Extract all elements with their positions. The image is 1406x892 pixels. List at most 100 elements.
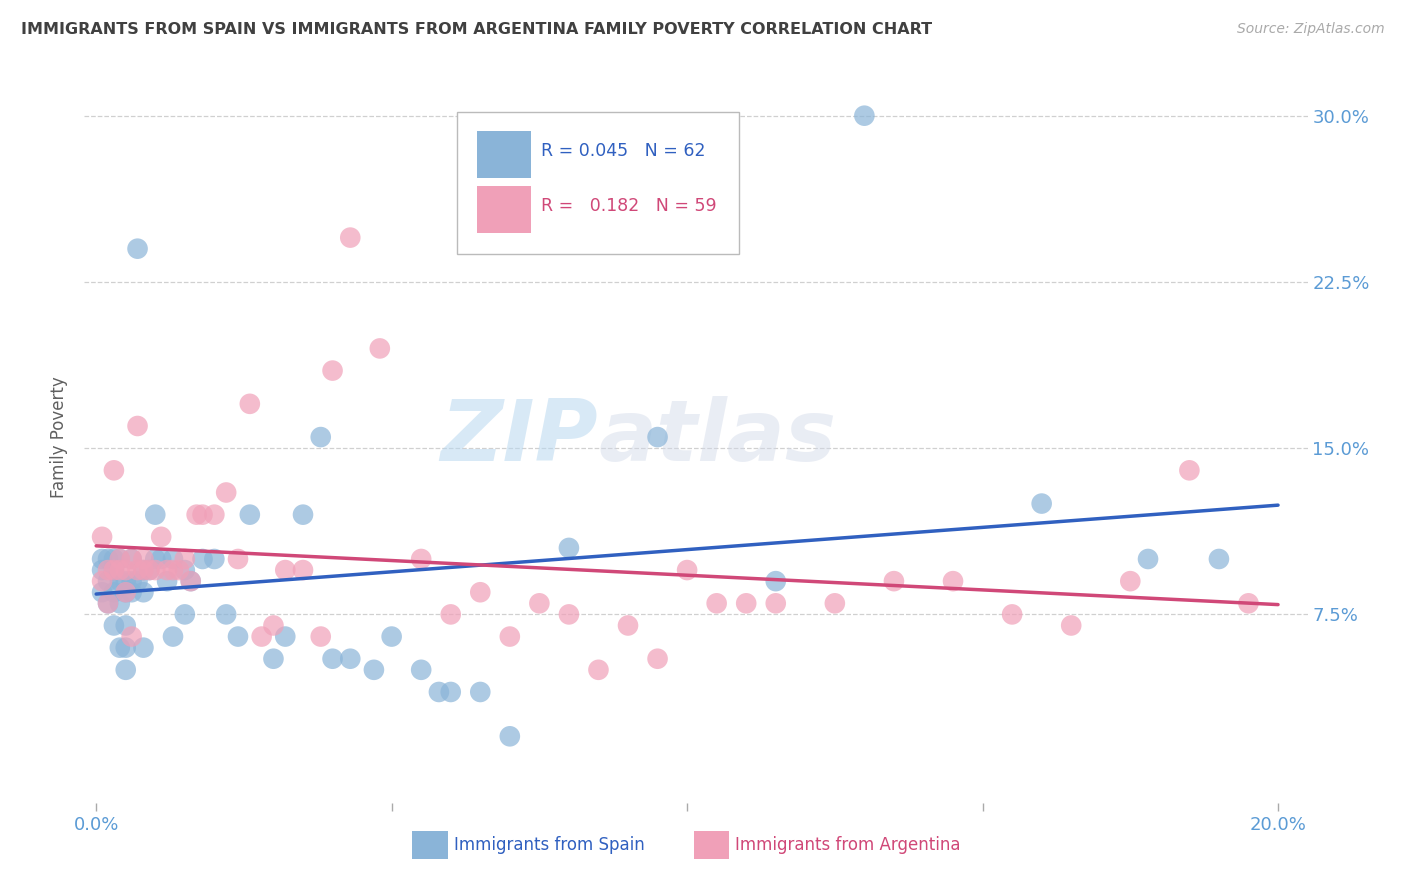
- Point: [309, 430, 332, 444]
- Point: [292, 563, 315, 577]
- Point: [706, 596, 728, 610]
- Point: [262, 651, 284, 665]
- Point: [121, 630, 143, 644]
- Point: [617, 618, 640, 632]
- Point: [440, 607, 463, 622]
- Point: [529, 596, 551, 610]
- Point: [186, 508, 208, 522]
- Point: [322, 651, 344, 665]
- Point: [427, 685, 450, 699]
- Point: [97, 596, 120, 610]
- Point: [103, 585, 125, 599]
- Point: [127, 563, 149, 577]
- Text: ZIP: ZIP: [440, 395, 598, 479]
- Point: [558, 541, 581, 555]
- Point: [97, 574, 120, 589]
- Point: [647, 430, 669, 444]
- Point: [121, 552, 143, 566]
- Point: [202, 552, 225, 566]
- Point: [499, 630, 522, 644]
- Point: [173, 607, 195, 622]
- Point: [97, 563, 120, 577]
- Point: [173, 563, 195, 577]
- Point: [127, 574, 149, 589]
- Point: [1060, 618, 1083, 632]
- Point: [114, 574, 136, 589]
- Point: [103, 552, 125, 566]
- Point: [97, 552, 120, 566]
- Point: [143, 508, 166, 522]
- Point: [339, 230, 361, 244]
- Point: [162, 563, 184, 577]
- Point: [292, 508, 315, 522]
- Point: [368, 342, 391, 356]
- Point: [226, 630, 249, 644]
- Point: [1031, 497, 1053, 511]
- Point: [942, 574, 965, 589]
- Text: Immigrants from Spain: Immigrants from Spain: [454, 836, 644, 855]
- Point: [97, 596, 120, 610]
- FancyBboxPatch shape: [457, 112, 738, 254]
- Point: [162, 630, 184, 644]
- FancyBboxPatch shape: [477, 186, 531, 233]
- Point: [103, 463, 125, 477]
- Point: [108, 563, 131, 577]
- Text: R =   0.182   N = 59: R = 0.182 N = 59: [541, 197, 716, 215]
- Point: [173, 552, 195, 566]
- Text: Immigrants from Argentina: Immigrants from Argentina: [735, 836, 960, 855]
- Point: [150, 530, 173, 544]
- Point: [108, 552, 131, 566]
- Point: [676, 563, 699, 577]
- Point: [156, 563, 179, 577]
- Text: Source: ZipAtlas.com: Source: ZipAtlas.com: [1237, 22, 1385, 37]
- Point: [127, 419, 149, 434]
- Point: [824, 596, 846, 610]
- Point: [588, 663, 610, 677]
- Text: atlas: atlas: [598, 395, 837, 479]
- Point: [853, 109, 876, 123]
- Point: [132, 585, 155, 599]
- Point: [647, 651, 669, 665]
- Point: [143, 552, 166, 566]
- Point: [765, 574, 787, 589]
- Point: [215, 485, 238, 500]
- Point: [91, 552, 114, 566]
- Point: [150, 552, 173, 566]
- Point: [226, 552, 249, 566]
- Y-axis label: Family Poverty: Family Poverty: [51, 376, 69, 498]
- Point: [138, 563, 160, 577]
- Point: [127, 242, 149, 256]
- Point: [215, 607, 238, 622]
- Point: [121, 552, 143, 566]
- Point: [239, 508, 262, 522]
- Point: [274, 563, 297, 577]
- Point: [309, 630, 332, 644]
- Point: [114, 585, 136, 599]
- Point: [114, 640, 136, 655]
- Point: [250, 630, 273, 644]
- Point: [143, 563, 166, 577]
- Point: [103, 563, 125, 577]
- Point: [132, 563, 155, 577]
- Point: [411, 552, 433, 566]
- FancyBboxPatch shape: [693, 830, 728, 859]
- Point: [202, 508, 225, 522]
- Point: [1208, 552, 1230, 566]
- FancyBboxPatch shape: [477, 131, 531, 178]
- Point: [735, 596, 758, 610]
- Point: [162, 552, 184, 566]
- Point: [138, 563, 160, 577]
- Text: R = 0.045   N = 62: R = 0.045 N = 62: [541, 142, 706, 160]
- Point: [91, 563, 114, 577]
- Point: [411, 663, 433, 677]
- Text: IMMIGRANTS FROM SPAIN VS IMMIGRANTS FROM ARGENTINA FAMILY POVERTY CORRELATION CH: IMMIGRANTS FROM SPAIN VS IMMIGRANTS FROM…: [21, 22, 932, 37]
- Point: [108, 552, 131, 566]
- Point: [239, 397, 262, 411]
- Point: [1237, 596, 1260, 610]
- Point: [91, 585, 114, 599]
- Point: [322, 363, 344, 377]
- Point: [1178, 463, 1201, 477]
- Point: [108, 640, 131, 655]
- Point: [180, 574, 202, 589]
- Point: [363, 663, 385, 677]
